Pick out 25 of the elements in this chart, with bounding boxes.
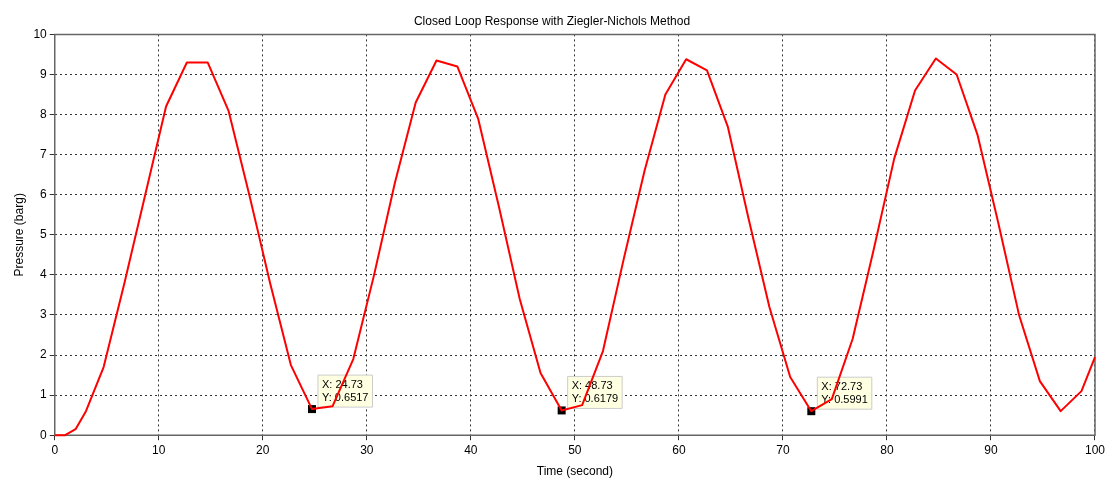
y-tick-label: 4 [40,267,48,282]
x-tick-label: 90 [984,442,998,457]
y-tick-label: 6 [40,187,48,202]
y-tick-label: 8 [40,106,48,121]
y-tick-label: 7 [40,146,48,161]
x-tick-label: 50 [568,442,582,457]
y-tick-label: 3 [40,307,48,322]
x-tick-label: 40 [464,442,478,457]
x-tick-label: 80 [880,442,894,457]
y-tick-label: 1 [40,387,48,402]
x-tick-label: 60 [672,442,686,457]
y-axis-title: Pressure (barg) [11,193,26,277]
x-tick-label: 10 [152,442,166,457]
x-tick-label: 30 [360,442,374,457]
y-tick-label: 9 [40,66,48,81]
y-tick-label: 0 [40,427,48,442]
x-tick-label: 0 [51,442,59,457]
x-axis-title: Time (second) [536,464,613,479]
x-tick-label: 100 [1084,442,1106,457]
y-tick-label: 10 [33,26,48,41]
x-tick-label: 70 [776,442,790,457]
x-tick-label: 20 [256,442,270,457]
y-tick-label: 5 [40,227,48,242]
chart-title: Closed Loop Response with Ziegler-Nichols Method [413,13,691,28]
y-tick-label: 2 [40,347,48,362]
